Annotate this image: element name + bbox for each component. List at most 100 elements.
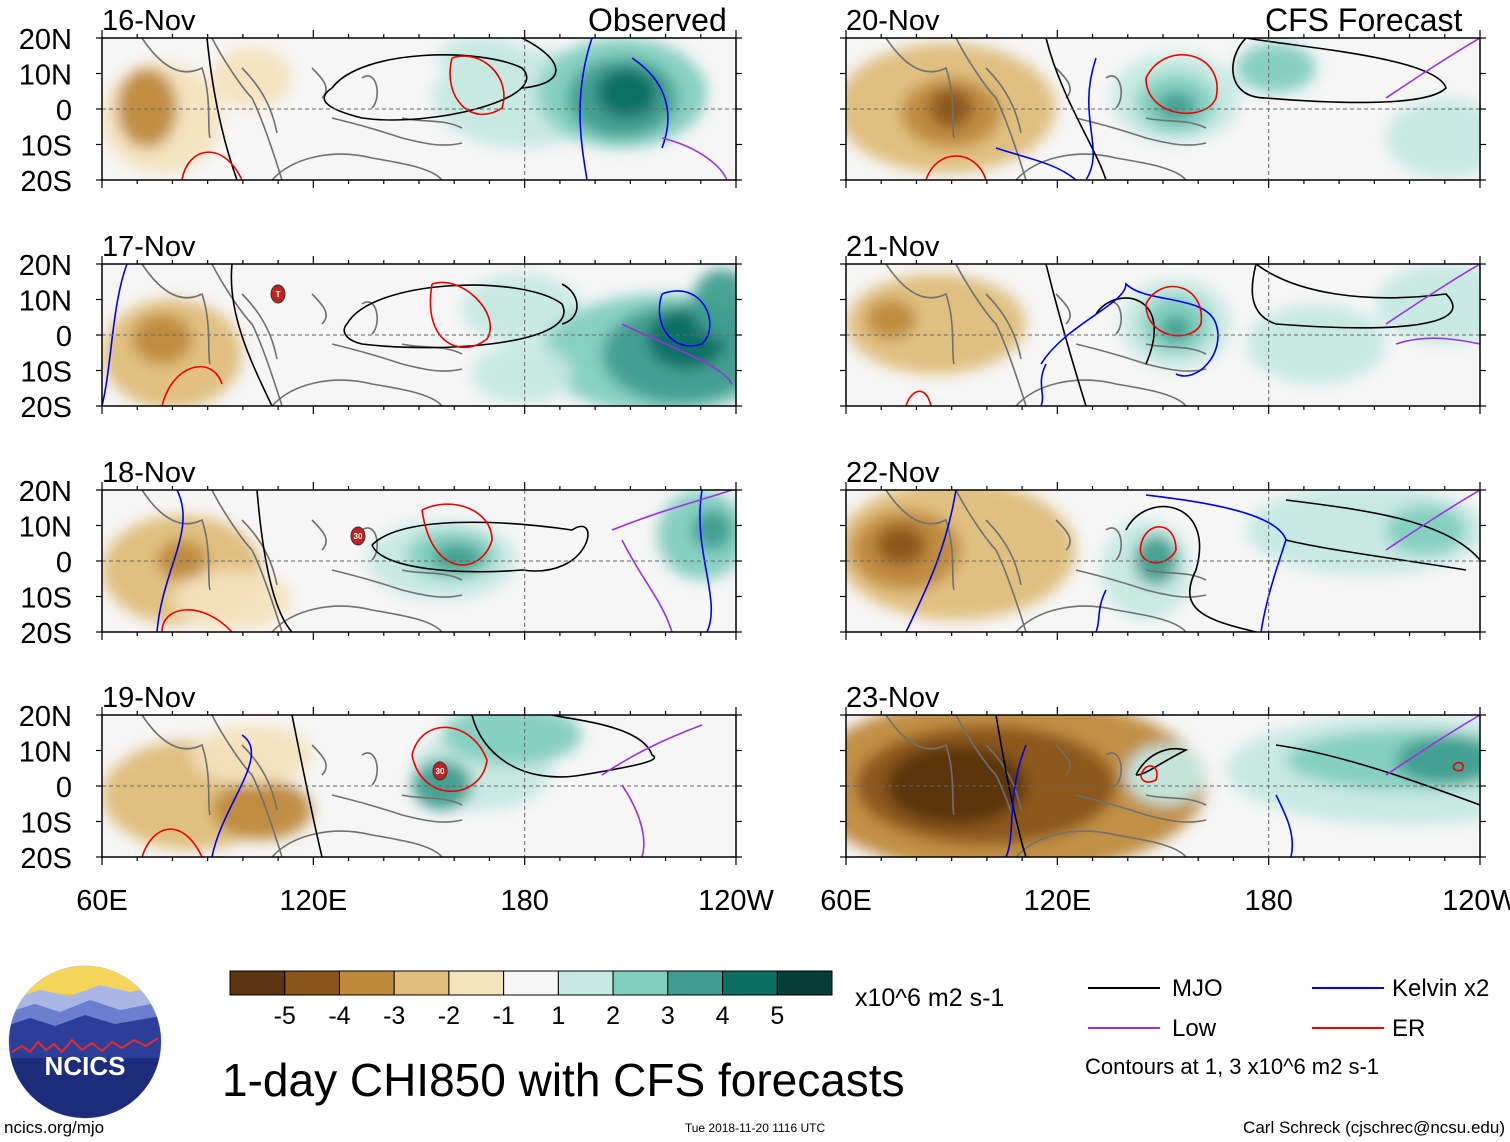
coastline	[311, 744, 327, 776]
er-contour	[1145, 54, 1218, 115]
coastline	[985, 519, 1022, 586]
colorbar-units: x10^6 m2 s-1	[855, 984, 1004, 1012]
kelvin-contour	[1005, 744, 1027, 857]
longitude-labels: 60E 120E 180 120W 60E 120E 180 120W	[76, 885, 1510, 917]
lon-label: 60E	[76, 885, 128, 917]
low-contour	[611, 490, 733, 531]
contour-note: Contours at 1, 3 x10^6 m2 s-1	[1085, 1054, 1379, 1079]
coastline	[401, 794, 463, 806]
anomaly-shading	[1236, 43, 1316, 93]
coastline	[1015, 153, 1187, 180]
anomaly-shading	[886, 745, 1026, 825]
er-contour	[1145, 285, 1202, 337]
lat-label: 0	[56, 321, 72, 353]
lat-label: 20N	[19, 24, 72, 56]
lat-label: 0	[56, 772, 72, 804]
mjo-contour	[1045, 264, 1087, 406]
footer-credit: Carl Schreck (cjschrec@ncsu.edu)	[1243, 1118, 1505, 1137]
colorbar-tick-label: -5	[274, 1002, 296, 1030]
er-legend-label: ER	[1392, 1015, 1425, 1042]
mjo-contour	[521, 38, 557, 89]
colorbar: -5 -4 -3 -2 -1 1 2 3 4 5	[229, 970, 833, 1030]
mjo-contour	[1095, 297, 1155, 365]
low-contour	[1385, 490, 1480, 551]
low-legend-label: Low	[1172, 1015, 1217, 1042]
lon-label: 120E	[1023, 885, 1091, 917]
ncics-logo: NCICS	[8, 965, 162, 1119]
coastline	[1145, 794, 1207, 806]
mjo-contour	[371, 521, 589, 573]
lon-label: 120E	[279, 885, 347, 917]
kelvin-contour	[1095, 589, 1107, 632]
coastline	[311, 293, 327, 325]
anomaly-shading	[929, 88, 973, 128]
lat-label: 10S	[20, 583, 72, 615]
kelvin-contour	[1085, 57, 1097, 180]
mjo-contour	[1275, 744, 1480, 806]
mjo-contour	[1045, 38, 1107, 180]
anomaly-shading	[876, 525, 926, 565]
map-panel: 22-Nov	[840, 457, 1486, 640]
coastline	[141, 38, 211, 139]
er-contour	[905, 390, 932, 406]
anomaly-shading	[462, 274, 582, 344]
lat-label: 10N	[19, 60, 72, 92]
coastline	[885, 38, 955, 139]
er-contour	[449, 55, 505, 115]
lat-label: 20S	[20, 843, 72, 875]
coastline	[271, 830, 443, 857]
panel-date: 19-Nov	[102, 682, 196, 714]
coastline	[1015, 605, 1187, 632]
storm-label: T	[276, 290, 281, 299]
storm-label: 30	[436, 767, 445, 776]
kelvin-contour	[156, 490, 184, 632]
lat-label: 10N	[19, 737, 72, 769]
cfs-forecast-header: CFS Forecast	[1265, 2, 1462, 38]
coastline	[361, 527, 378, 561]
anomaly-shading	[1134, 535, 1178, 585]
colorbar-segment	[776, 970, 833, 996]
panel-date: 17-Nov	[102, 231, 196, 263]
coastline	[141, 715, 211, 816]
lat-label: 20S	[20, 618, 72, 650]
mjo-contour	[561, 283, 578, 325]
colorbar-tick-label: -3	[383, 1002, 405, 1030]
colorbar-segment	[448, 970, 505, 996]
anomaly-shading	[432, 544, 482, 572]
panel-date: 23-Nov	[846, 682, 940, 714]
mjo-contour	[1125, 505, 1257, 632]
colorbar-segment	[393, 970, 450, 996]
er-contour	[1139, 526, 1177, 564]
lat-label: 20S	[20, 392, 72, 424]
anomaly-shading	[442, 715, 582, 765]
anomaly-shading	[437, 38, 527, 80]
coastline	[311, 519, 327, 551]
coastline	[1055, 744, 1071, 776]
er-contour	[161, 365, 223, 406]
anomaly-shading	[1246, 304, 1386, 384]
lat-label: 10N	[19, 286, 72, 318]
mjo-contour	[1135, 748, 1189, 776]
er-contour	[1140, 765, 1158, 783]
mjo-contour	[323, 54, 528, 121]
coastline	[211, 264, 283, 406]
map-panel: 19-Nov 30	[96, 682, 742, 865]
coastline	[211, 715, 283, 857]
coastline	[1055, 293, 1071, 325]
lat-label: 10S	[20, 357, 72, 389]
panel-date: 21-Nov	[846, 231, 940, 263]
low-contour	[661, 137, 728, 180]
er-contour	[181, 151, 243, 180]
lat-label: 20S	[20, 166, 72, 198]
colorbar-segment	[503, 970, 559, 996]
anomaly-shading	[1396, 735, 1480, 785]
colorbar-segment	[557, 970, 614, 996]
coastline	[1145, 343, 1207, 355]
low-contour	[1385, 715, 1480, 776]
coastline	[1055, 67, 1071, 99]
lat-label: 10S	[20, 808, 72, 840]
panel-date: 16-Nov	[102, 5, 196, 37]
lat-label: 0	[56, 547, 72, 579]
lat-label: 10N	[19, 512, 72, 544]
